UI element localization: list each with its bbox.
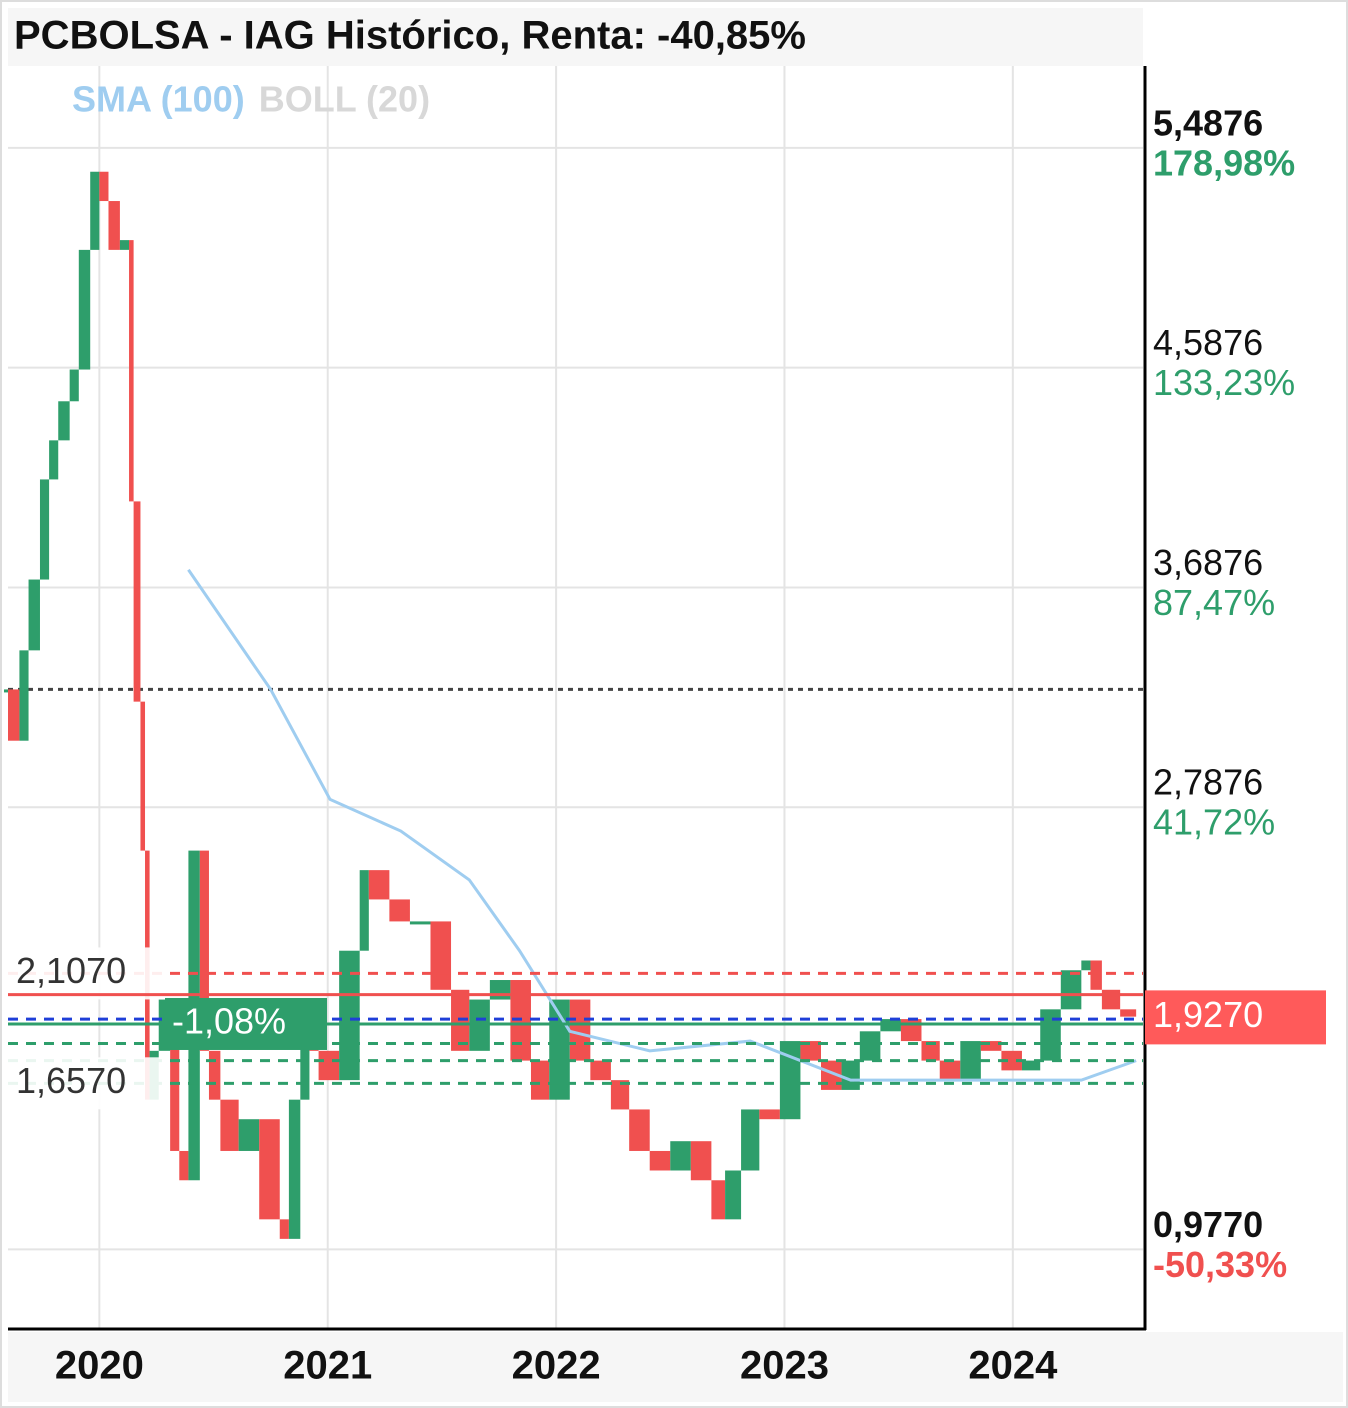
- price-bar: [939, 1060, 961, 1081]
- price-bar: [90, 171, 100, 250]
- x-axis-band: [8, 1332, 1343, 1402]
- price-bar: [140, 701, 146, 851]
- legend-entry: SMA (100): [72, 79, 245, 120]
- y-tick-change: 133,23%: [1153, 362, 1295, 403]
- price-bar: [489, 980, 511, 1000]
- price-bar: [649, 1150, 671, 1171]
- price-bar: [1081, 960, 1091, 971]
- price-bar: [119, 240, 130, 250]
- x-tick-label: 2021: [283, 1344, 372, 1388]
- price-bar: [1021, 1060, 1041, 1071]
- level-label-bg: [165, 997, 327, 1050]
- x-tick-label: 2023: [740, 1344, 829, 1388]
- price-bar: [359, 870, 369, 951]
- price-bar: [4, 689, 8, 693]
- price-bar: [318, 1050, 340, 1081]
- level-label-bg: [8, 1057, 164, 1110]
- price-bar: [288, 1099, 301, 1239]
- price-bar: [569, 999, 591, 1061]
- price-bar: [49, 440, 59, 480]
- price-bar: [1120, 1009, 1137, 1017]
- price-bar: [389, 899, 410, 922]
- price-bar: [530, 1060, 550, 1100]
- chart-title: PCBOLSA - IAG Histórico, Renta: -40,85%: [14, 14, 806, 58]
- price-bar: [133, 501, 141, 702]
- sma-line: [187, 568, 1137, 1082]
- price-bar: [19, 650, 29, 741]
- level-label-bg: [8, 947, 164, 1000]
- price-bar: [1040, 1009, 1061, 1061]
- price-bar: [170, 999, 180, 1151]
- price-bar: [339, 950, 360, 1081]
- level-label: 1,6570: [16, 1060, 126, 1101]
- x-tick-label: 2024: [968, 1344, 1058, 1388]
- last-price-tag: [1145, 990, 1326, 1045]
- price-bar: [859, 1031, 881, 1061]
- price-bar: [1101, 989, 1121, 1010]
- level-label: 2,1070: [16, 950, 126, 991]
- price-bar: [690, 1141, 712, 1181]
- price-bar: [590, 1060, 611, 1081]
- price-bar: [129, 240, 134, 502]
- x-tick-label: 2022: [512, 1344, 601, 1388]
- price-bar: [179, 1150, 189, 1181]
- price-bar: [610, 1080, 630, 1110]
- last-price-label: 1,9270: [1153, 994, 1263, 1035]
- price-bar: [921, 1041, 940, 1061]
- legend-entry: BOLL (20): [259, 79, 430, 120]
- price-bar: [99, 171, 109, 202]
- y-tick-label: 0,9770: [1153, 1204, 1263, 1245]
- price-bar: [430, 921, 452, 990]
- price-bar: [259, 1119, 280, 1220]
- x-tick-label: 2020: [55, 1344, 144, 1388]
- title-bar: [8, 8, 1143, 66]
- y-tick-change: 41,72%: [1153, 802, 1275, 843]
- price-bar: [8, 689, 20, 741]
- price-bar: [78, 249, 91, 370]
- price-bar: [629, 1109, 650, 1151]
- price-bar: [199, 850, 209, 1051]
- price-bar: [208, 1050, 221, 1100]
- price-bar: [711, 1180, 726, 1220]
- price-bar: [980, 1041, 1002, 1051]
- price-bar: [238, 1119, 260, 1151]
- price-bar: [409, 921, 431, 925]
- y-tick-label: 3,6876: [1153, 542, 1263, 583]
- y-tick-change: 87,47%: [1153, 582, 1275, 623]
- price-bar: [841, 1060, 860, 1090]
- price-bar: [39, 479, 50, 580]
- price-bar: [800, 1041, 821, 1061]
- price-bar: [220, 1099, 239, 1151]
- price-bar: [108, 201, 120, 250]
- y-tick-label: 4,5876: [1153, 322, 1263, 363]
- y-tick-label: 2,7876: [1153, 762, 1263, 803]
- price-bar: [1001, 1050, 1022, 1071]
- price-bar: [69, 369, 79, 402]
- price-bar: [670, 1141, 691, 1171]
- y-tick-label: 5,4876: [1153, 102, 1263, 143]
- price-bar: [279, 1219, 289, 1239]
- price-bar: [759, 1109, 780, 1120]
- y-tick-change: -50,33%: [1153, 1244, 1287, 1285]
- level-label: -1,08%: [172, 1000, 286, 1041]
- price-bar: [58, 401, 70, 441]
- y-tick-change: 178,98%: [1153, 142, 1295, 183]
- price-bar: [1090, 960, 1102, 990]
- price-bar: [368, 870, 390, 900]
- price-bar: [725, 1170, 742, 1220]
- price-bar: [900, 1019, 922, 1042]
- price-bar: [741, 1109, 760, 1171]
- price-bar: [1060, 970, 1082, 1010]
- price-bar: [28, 579, 40, 651]
